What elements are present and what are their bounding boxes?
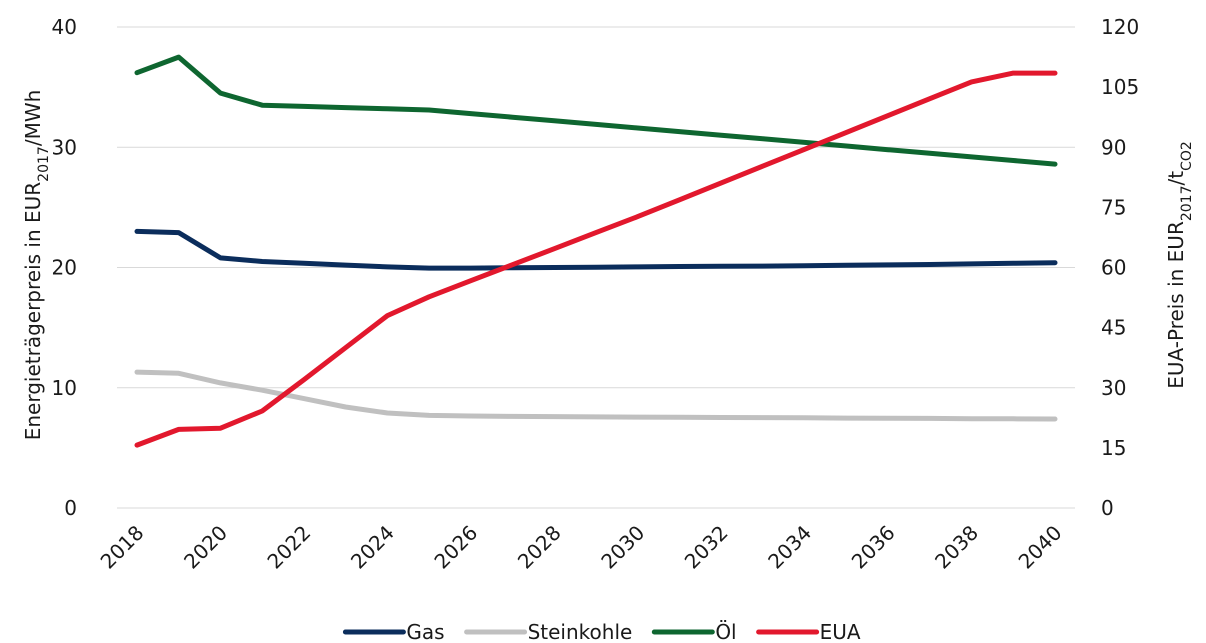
left-tick-label: 30 (52, 135, 77, 159)
x-tick-label: 2036 (847, 521, 900, 574)
x-tick-label: 2028 (513, 521, 566, 574)
series-line-steinkohle (134, 369, 1058, 422)
x-tick-label: 2022 (262, 521, 315, 574)
left-axis-title: Energieträgerpreis in EUR2017/MWh (21, 90, 52, 441)
left-tick-label: 40 (52, 15, 77, 39)
right-tick-label: 60 (1101, 256, 1126, 280)
left-tick-label: 20 (52, 256, 77, 280)
right-tick-label: 105 (1101, 75, 1139, 99)
right-tick-label: 30 (1101, 376, 1126, 400)
right-tick-label: 75 (1101, 195, 1126, 219)
x-tick-label: 2024 (346, 521, 399, 574)
right-tick-label: 90 (1101, 135, 1126, 159)
x-tick-label: 2032 (680, 521, 733, 574)
legend-label: Gas (406, 620, 444, 643)
right-tick-label: 0 (1101, 496, 1114, 520)
left-tick-label: 10 (52, 376, 77, 400)
x-tick-label: 2020 (179, 521, 232, 574)
right-axis-title: EUA-Preis in EUR2017/tCO2 (1164, 141, 1195, 389)
x-tick-label: 2030 (596, 521, 649, 574)
legend: Gas Steinkohle Öl EUA (342, 620, 861, 643)
left-axis-ticks: 0 10 20 30 40 (52, 15, 77, 520)
legend-label: EUA (820, 620, 861, 643)
legend-label: Steinkohle (528, 620, 633, 643)
right-axis-ticks: 0 15 30 45 60 75 90 105 120 (1101, 15, 1139, 520)
x-tick-label: 2040 (1014, 521, 1067, 574)
x-tick-label: 2034 (763, 521, 816, 574)
x-tick-label: 2026 (429, 521, 482, 574)
left-tick-label: 0 (64, 496, 77, 520)
legend-label: Öl (715, 620, 736, 643)
right-tick-label: 15 (1101, 436, 1126, 460)
x-tick-label: 2038 (930, 521, 983, 574)
series-lines (134, 54, 1058, 448)
series-line--l (134, 54, 1058, 167)
right-tick-label: 45 (1101, 316, 1126, 340)
series-line-gas (134, 228, 1058, 271)
right-tick-label: 120 (1101, 15, 1139, 39)
series-line-eua (134, 70, 1058, 448)
x-tick-label: 2018 (96, 521, 149, 574)
x-axis-ticks: 2018 2020 2022 2024 2026 2028 2030 2032 2034 2036… (96, 521, 1067, 574)
